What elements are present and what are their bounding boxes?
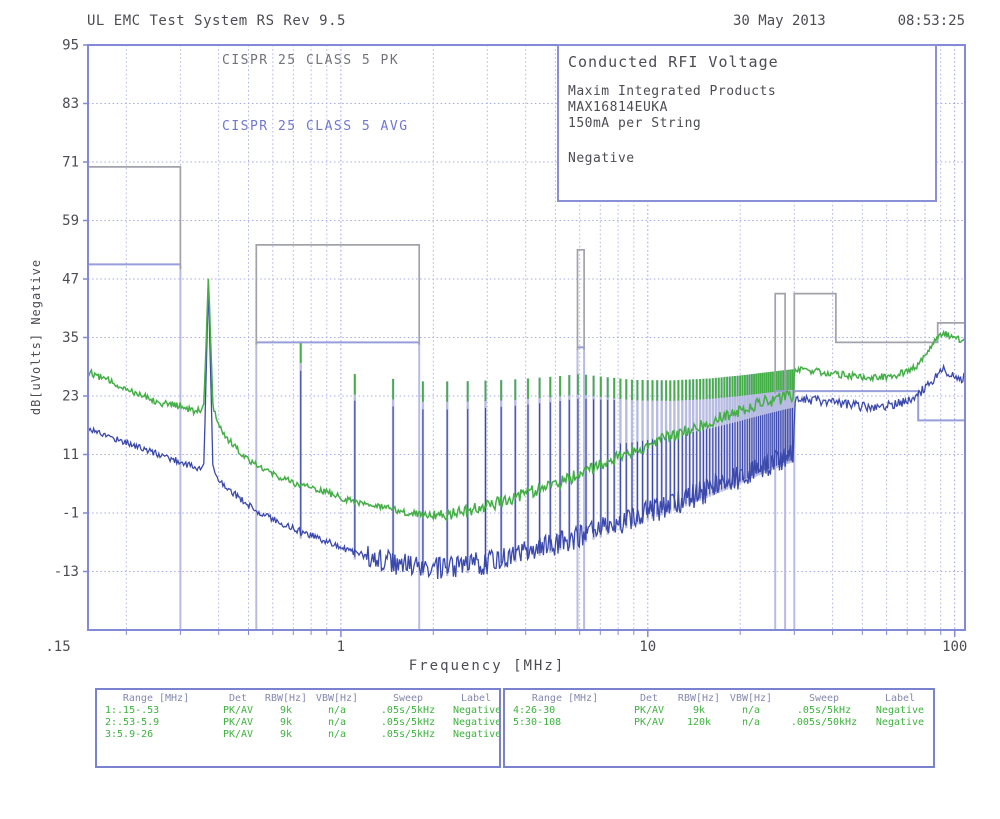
table-cell: PK/AV bbox=[633, 705, 665, 716]
test-info-box: Conducted RFI Voltage Maxim Integrated P… bbox=[557, 44, 937, 202]
table-cell: .05s/5kHz bbox=[796, 705, 852, 716]
table-cell: 1:.15-.53 bbox=[105, 705, 160, 716]
table-row: 1:.15-.53 PK/AV 9k n/a .05s/5kHz Negative bbox=[97, 705, 499, 717]
table-cell: VBW[Hz] bbox=[315, 693, 359, 704]
table-cell: 120k bbox=[686, 717, 712, 728]
emission-chart: 95 83 71 59 47 35 23 11 -1 -13 .15 1 10 100 Frequency … bbox=[29, 38, 967, 675]
y-tick-label: 11 bbox=[62, 447, 79, 463]
table-row: 5:30-108 PK/AV 120k n/a .005s/50kHz Negative bbox=[505, 717, 933, 729]
x-tick-label: 1 bbox=[337, 639, 345, 655]
app-title: UL EMC Test System RS Rev 9.5 bbox=[87, 13, 346, 29]
table-cell: 9k bbox=[692, 705, 706, 716]
limit-label-avg: CISPR 25 CLASS 5 AVG bbox=[222, 119, 409, 134]
table-cell: Range [MHz] bbox=[531, 693, 599, 704]
table-cell: 2:.53-5.9 bbox=[105, 717, 160, 728]
y-tick-label: -13 bbox=[54, 564, 79, 580]
datetime: 30 May 2013 08:53:25 bbox=[733, 13, 965, 29]
table-cell: Negative bbox=[875, 705, 925, 716]
table-header-row: Range [MHz] Det RBW[Hz] VBW[Hz] Sweep Label bbox=[97, 693, 499, 705]
table-cell: n/a bbox=[327, 705, 347, 716]
table-row: 4:26-30 PK/AV 9k n/a .05s/5kHz Negative bbox=[505, 705, 933, 717]
table-cell: Negative bbox=[453, 729, 499, 740]
y-tick-label: 23 bbox=[62, 389, 79, 405]
table-header-row: Range [MHz] Det RBW[Hz] VBW[Hz] Sweep Label bbox=[505, 693, 933, 705]
y-tick-label: 71 bbox=[62, 155, 79, 171]
table-cell: Negative bbox=[453, 705, 499, 716]
y-tick-label: -1 bbox=[62, 506, 79, 522]
table-cell: PK/AV bbox=[633, 717, 665, 728]
limit-label-pk: CISPR 25 CLASS 5 PK bbox=[222, 53, 400, 68]
table-cell: PK/AV bbox=[222, 705, 254, 716]
table-cell: PK/AV bbox=[222, 717, 254, 728]
table-cell: Det bbox=[639, 693, 659, 704]
y-tick-label: 35 bbox=[62, 330, 79, 346]
table-cell: 5:30-108 bbox=[513, 717, 562, 728]
table-cell: .05s/5kHz bbox=[380, 717, 436, 728]
table-cell: Sweep bbox=[808, 693, 840, 704]
time-text: 08:53:25 bbox=[897, 13, 965, 29]
test-title: Conducted RFI Voltage bbox=[568, 53, 779, 71]
table-cell: Negative bbox=[453, 717, 499, 728]
test-condition: 150mA per String bbox=[568, 116, 702, 131]
table-cell: PK/AV bbox=[222, 729, 254, 740]
table-cell: n/a bbox=[327, 717, 347, 728]
x-tick-label: 100 bbox=[942, 639, 967, 655]
range-table-left: Range [MHz] Det RBW[Hz] VBW[Hz] Sweep Label 1:… bbox=[95, 688, 501, 768]
y-axis-title: dB[uVolts] Negative bbox=[29, 259, 43, 415]
table-cell: VBW[Hz] bbox=[729, 693, 773, 704]
table-cell: RBW[Hz] bbox=[677, 693, 721, 704]
x-tick-label: .15 bbox=[45, 639, 70, 655]
date-text: 30 May 2013 bbox=[733, 13, 826, 29]
table-cell: RBW[Hz] bbox=[264, 693, 308, 704]
table-cell: .05s/5kHz bbox=[380, 705, 436, 716]
table-cell: Range [MHz] bbox=[122, 693, 190, 704]
table-cell: 9k bbox=[279, 729, 293, 740]
table-row: 3:5.9-26 PK/AV 9k n/a .05s/5kHz Negative bbox=[97, 729, 499, 741]
polarity-label: Negative bbox=[568, 151, 635, 166]
table-cell: 9k bbox=[279, 705, 293, 716]
table-cell: n/a bbox=[741, 717, 761, 728]
spectrum-plot-canvas: 95 83 71 59 47 35 23 11 -1 -13 .15 1 10 100 Frequency … bbox=[29, 38, 967, 675]
table-cell: Negative bbox=[875, 717, 925, 728]
table-cell: n/a bbox=[741, 705, 761, 716]
table-cell: Label bbox=[460, 693, 492, 704]
table-cell: Sweep bbox=[392, 693, 424, 704]
table-row: 2:.53-5.9 PK/AV 9k n/a .05s/5kHz Negative bbox=[97, 717, 499, 729]
y-tick-label: 59 bbox=[62, 213, 79, 229]
table-cell: 3:5.9-26 bbox=[105, 729, 154, 740]
table-cell: Label bbox=[884, 693, 916, 704]
table-cell: n/a bbox=[327, 729, 347, 740]
y-tick-label: 83 bbox=[62, 96, 79, 112]
table-cell: .05s/5kHz bbox=[380, 729, 436, 740]
company-name: Maxim Integrated Products bbox=[568, 84, 777, 99]
table-cell: .005s/50kHz bbox=[790, 717, 858, 728]
y-tick-label: 47 bbox=[62, 272, 79, 288]
y-tick-label: 95 bbox=[62, 38, 79, 54]
range-table-right: Range [MHz] Det RBW[Hz] VBW[Hz] Sweep Label 4:… bbox=[503, 688, 935, 768]
table-cell: 4:26-30 bbox=[513, 705, 556, 716]
x-tick-label: 10 bbox=[639, 639, 656, 655]
table-cell: 9k bbox=[279, 717, 293, 728]
table-cell: Det bbox=[228, 693, 248, 704]
x-axis-title: Frequency [MHz] bbox=[409, 658, 565, 674]
part-number: MAX16814EUKA bbox=[568, 100, 668, 115]
